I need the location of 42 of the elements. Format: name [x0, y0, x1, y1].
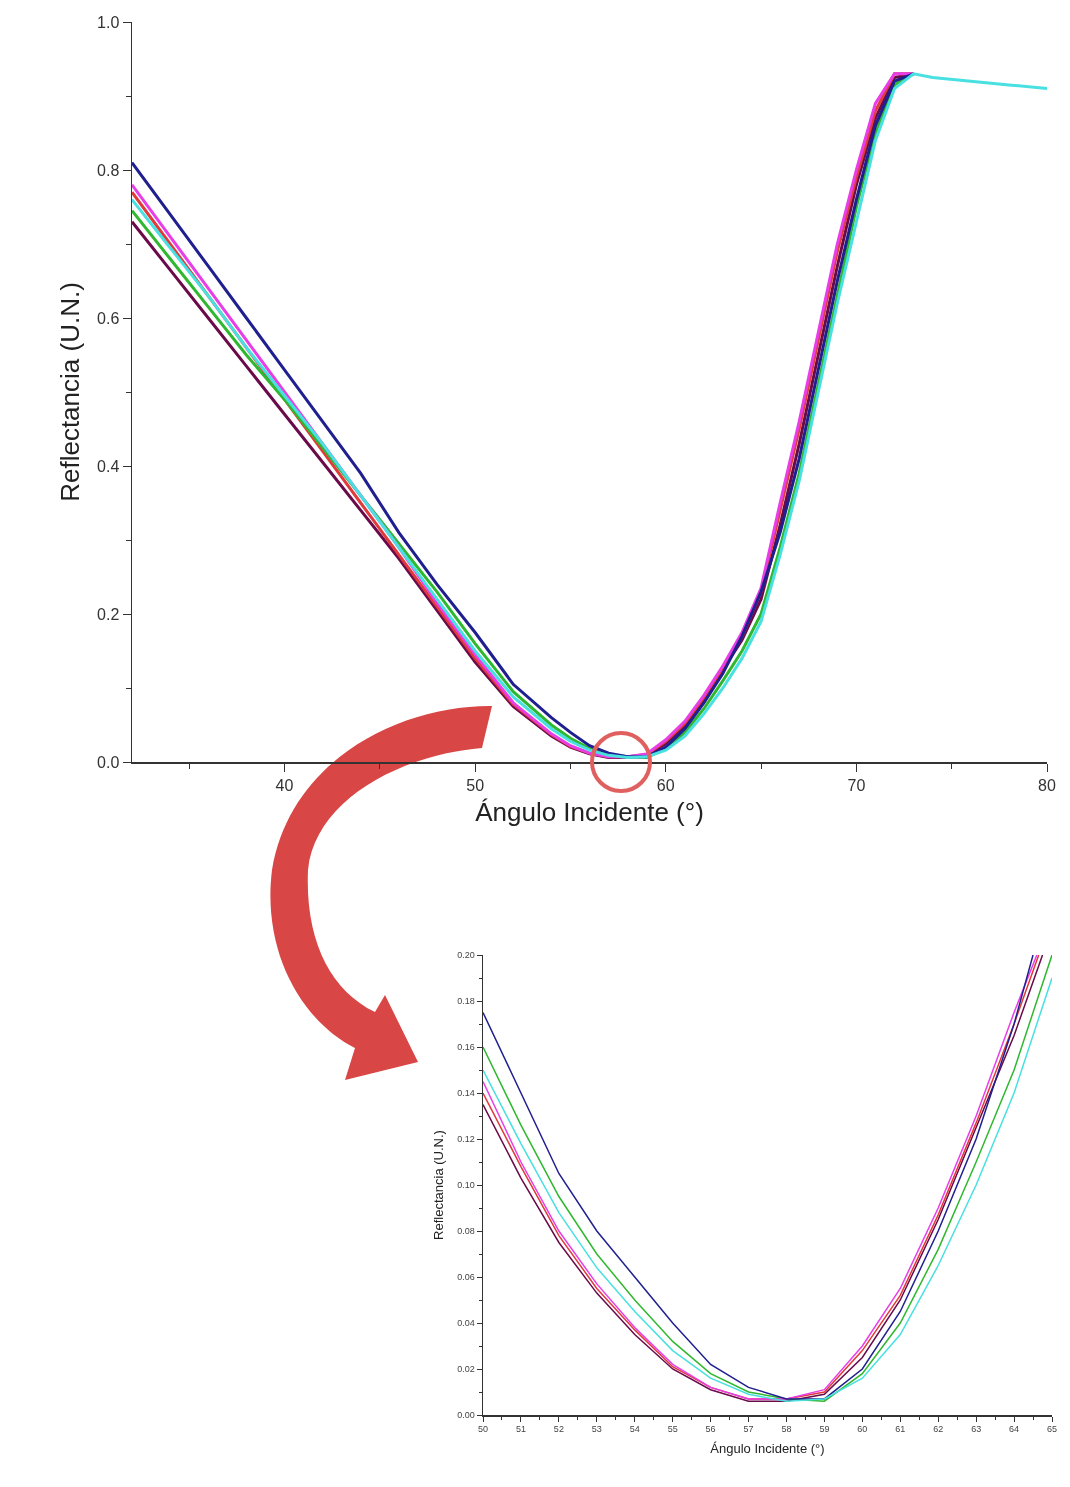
x-tick-label: 61 — [895, 1424, 906, 1435]
y-tick-label: 0.08 — [457, 1226, 475, 1237]
y-tick-label: 0.10 — [457, 1180, 475, 1191]
x-tick-label: 60 — [857, 1424, 868, 1435]
y-tick-label: 0.16 — [457, 1042, 475, 1053]
x-tick-label: 63 — [971, 1424, 982, 1435]
y-tick-label: 1.0 — [97, 13, 120, 31]
y-tick-label: 0.02 — [457, 1364, 475, 1375]
x-tick-label: 59 — [819, 1424, 830, 1435]
x-tick-label: 70 — [847, 776, 866, 794]
y-tick-label: 0.2 — [97, 605, 120, 623]
x-tick-label: 64 — [1009, 1424, 1020, 1435]
y-tick-label: 0.20 — [457, 950, 475, 961]
x-tick-label: 65 — [1046, 1424, 1058, 1435]
y-tick-label: 0.18 — [457, 996, 475, 1007]
x-tick-label: 50 — [477, 1424, 489, 1435]
x-tick-label: 60 — [656, 776, 675, 794]
x-tick-label: 58 — [781, 1424, 792, 1435]
x-tick-label: 57 — [743, 1424, 754, 1435]
y-tick-label: 0.0 — [97, 753, 120, 771]
y-axis-title: Reflectancia (U.N.) — [54, 282, 85, 502]
x-tick-label: 53 — [591, 1424, 602, 1435]
y-tick-label: 0.4 — [97, 457, 120, 475]
y-tick-label: 0.6 — [97, 309, 120, 327]
x-tick-label: 52 — [553, 1424, 564, 1435]
y-tick-label: 0.06 — [457, 1272, 475, 1283]
x-tick-label: 56 — [705, 1424, 716, 1435]
x-axis-title: Ángulo Incidente (°) — [710, 1440, 825, 1456]
x-tick-label: 55 — [667, 1424, 678, 1435]
x-tick-label: 62 — [933, 1424, 944, 1435]
x-axis-title: Ángulo Incidente (°) — [475, 797, 704, 828]
y-tick-label: 0.04 — [457, 1318, 475, 1329]
x-tick-label: 51 — [515, 1424, 526, 1435]
x-tick-label: 50 — [466, 776, 485, 794]
x-tick-label: 54 — [629, 1424, 640, 1435]
x-tick-label: 40 — [275, 776, 294, 794]
y-tick-label: 0.8 — [97, 161, 120, 179]
y-tick-label: 0.00 — [457, 1410, 475, 1421]
x-tick-label: 80 — [1038, 776, 1056, 794]
y-tick-label: 0.14 — [457, 1088, 475, 1099]
y-tick-label: 0.12 — [457, 1134, 475, 1145]
y-axis-title: Reflectancia (U.N.) — [431, 1130, 447, 1240]
